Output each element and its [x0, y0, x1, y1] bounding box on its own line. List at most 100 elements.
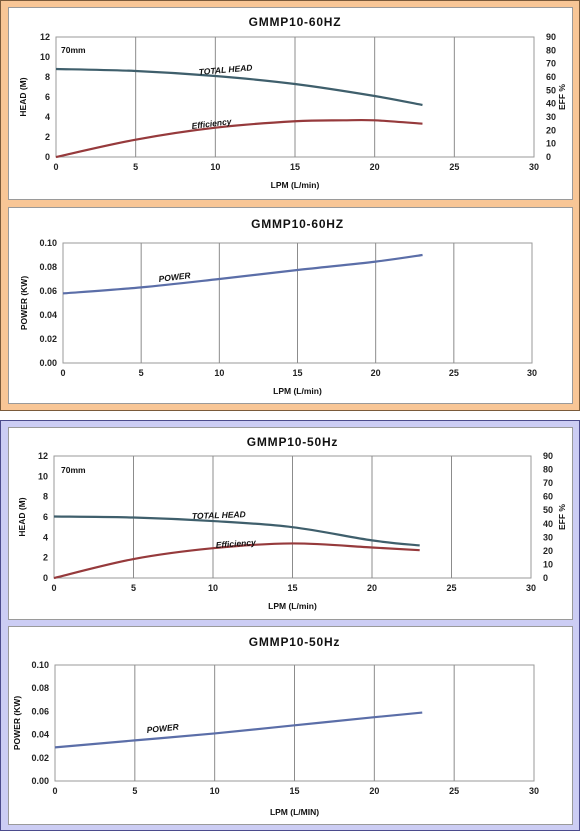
- y-axis-label: HEAD (M): [17, 497, 27, 536]
- y2-tick-label: 90: [543, 451, 553, 461]
- y-tick-label: 0.10: [39, 238, 57, 248]
- y-tick-label: 10: [38, 471, 48, 481]
- x-tick-label: 20: [369, 786, 379, 796]
- y-tick-label: 0.08: [39, 262, 57, 272]
- x-tick-label: 0: [52, 786, 57, 796]
- x-tick-label: 5: [139, 368, 144, 378]
- x-tick-label: 20: [370, 162, 380, 172]
- x-axis-label: LPM (L/min): [268, 601, 317, 611]
- x-tick-label: 20: [367, 583, 377, 593]
- y2-tick-label: 40: [546, 99, 556, 109]
- y2-tick-label: 50: [543, 505, 553, 515]
- chart-60hz-power-svg: 0 5 10 15 20 25 30 0.00 0.02 0.04 0.06 0.08 0.10 GMMP…: [19, 217, 537, 396]
- x-axis-label: LPM (L/MIN): [270, 807, 319, 817]
- y2-tick-label: 90: [546, 32, 556, 42]
- x-tick-label: 10: [210, 786, 220, 796]
- y-tick-label: 0.06: [31, 706, 49, 716]
- power-label: POWER: [146, 722, 180, 735]
- total-head-line: [53, 515, 420, 547]
- y2-tick-label: 0: [546, 152, 551, 162]
- total-head-label: TOTAL HEAD: [198, 62, 253, 77]
- x-tick-label: 25: [449, 162, 459, 172]
- size-annotation: 70mm: [61, 465, 86, 475]
- x-tick-label: 30: [527, 368, 537, 378]
- x-tick-label: 5: [133, 162, 138, 172]
- y-axis-label: HEAD (M): [18, 77, 28, 116]
- y2-tick-label: 70: [546, 59, 556, 69]
- y-tick-label: 0.10: [31, 660, 49, 670]
- chart-50hz-power: 0 5 10 15 20 25 30 0.00 0.02 0.04 0.06 0.08 0.10 GMMP…: [8, 626, 573, 825]
- x-tick-label: 10: [208, 583, 218, 593]
- power-line: [62, 253, 423, 295]
- chart-title: GMMP10-50Hz: [249, 635, 341, 649]
- y-tick-label: 4: [45, 112, 50, 122]
- x-tick-label: 10: [210, 162, 220, 172]
- x-tick-label: 15: [287, 583, 297, 593]
- y-axis-label: POWER (KW): [19, 276, 29, 330]
- total-head-label: TOTAL HEAD: [192, 509, 246, 521]
- y-tick-label: 8: [45, 72, 50, 82]
- x-tick-label: 5: [132, 786, 137, 796]
- y-tick-label: 2: [45, 132, 50, 142]
- power-label: POWER: [158, 270, 192, 284]
- size-annotation: 70mm: [61, 45, 86, 55]
- x-tick-label: 25: [446, 583, 456, 593]
- y-tick-label: 4: [43, 532, 48, 542]
- x-tick-label: 0: [53, 162, 58, 172]
- x-tick-label: 20: [371, 368, 381, 378]
- y-tick-label: 6: [43, 512, 48, 522]
- y-tick-label: 6: [45, 92, 50, 102]
- x-tick-label: 15: [292, 368, 302, 378]
- x-tick-label: 30: [529, 162, 539, 172]
- x-tick-label: 15: [290, 162, 300, 172]
- y2-tick-label: 30: [546, 112, 556, 122]
- y-tick-label: 0: [45, 152, 50, 162]
- y-tick-label: 12: [38, 451, 48, 461]
- y2-tick-label: 60: [543, 492, 553, 502]
- x-tick-label: 25: [449, 786, 459, 796]
- y-tick-label: 0.04: [39, 310, 57, 320]
- y2-tick-label: 80: [546, 45, 556, 55]
- chart-title: GMMP10-60HZ: [249, 15, 342, 29]
- chart-title: GMMP10-60HZ: [251, 217, 344, 231]
- chart-60hz-head-efficiency: 0 5 10 15 20 25 30 0 2 4 6 8 10 12 0 10 20 30 40 50 60 70 80 90…: [8, 7, 573, 200]
- chart-50hz-head-efficiency: 0 5 10 15 20 25 30 0 2 4 6 8 10 12 0 10 20 30 40 50 60 70 80 90…: [8, 427, 573, 620]
- y2-tick-label: 10: [546, 139, 556, 149]
- y-tick-label: 0.02: [39, 334, 57, 344]
- chart-50hz-head-efficiency-svg: 0 5 10 15 20 25 30 0 2 4 6 8 10 12 0 10 20 30 40 50 60 70 80 90…: [17, 435, 567, 611]
- efficiency-line: [53, 542, 420, 580]
- y-axis-label: POWER (KW): [12, 696, 22, 750]
- x-tick-label: 30: [529, 786, 539, 796]
- total-head-line: [55, 67, 423, 107]
- y-tick-label: 0.00: [39, 358, 57, 368]
- x-tick-label: 10: [214, 368, 224, 378]
- y2-tick-label: 80: [543, 465, 553, 475]
- y-tick-label: 10: [40, 52, 50, 62]
- x-tick-label: 0: [51, 583, 56, 593]
- y-tick-label: 0.02: [31, 753, 49, 763]
- y-tick-label: 0.06: [39, 286, 57, 296]
- x-tick-label: 25: [449, 368, 459, 378]
- y-tick-label: 0: [43, 573, 48, 583]
- y-tick-label: 12: [40, 32, 50, 42]
- y2-axis-label: EFF %: [557, 84, 567, 110]
- chart-50hz-power-svg: 0 5 10 15 20 25 30 0.00 0.02 0.04 0.06 0.08 0.10 GMMP…: [12, 635, 539, 817]
- y-tick-label: 2: [43, 553, 48, 563]
- chart-60hz-head-efficiency-svg: 0 5 10 15 20 25 30 0 2 4 6 8 10 12 0 10 20 30 40 50 60 70 80 90…: [18, 15, 567, 190]
- y-tick-label: 0.08: [31, 683, 49, 693]
- y2-tick-label: 20: [543, 546, 553, 556]
- x-tick-label: 0: [60, 368, 65, 378]
- chart-title: GMMP10-50Hz: [247, 435, 339, 449]
- panel-50hz: 0 5 10 15 20 25 30 0 2 4 6 8 10 12 0 10 20 30 40 50 60 70 80 90…: [0, 420, 580, 831]
- x-tick-label: 5: [131, 583, 136, 593]
- power-line: [54, 711, 423, 749]
- y2-tick-label: 70: [543, 478, 553, 488]
- y2-tick-label: 20: [546, 125, 556, 135]
- x-axis-label: LPM (L/min): [273, 386, 322, 396]
- x-tick-label: 15: [289, 786, 299, 796]
- panel-60hz: 0 5 10 15 20 25 30 0 2 4 6 8 10 12 0 10 20 30 40 50 60 70 80 90…: [0, 0, 580, 411]
- efficiency-label: Efficiency: [191, 116, 233, 131]
- y-tick-label: 0.04: [31, 730, 49, 740]
- y-tick-label: 8: [43, 492, 48, 502]
- y-tick-label: 0.00: [31, 776, 49, 786]
